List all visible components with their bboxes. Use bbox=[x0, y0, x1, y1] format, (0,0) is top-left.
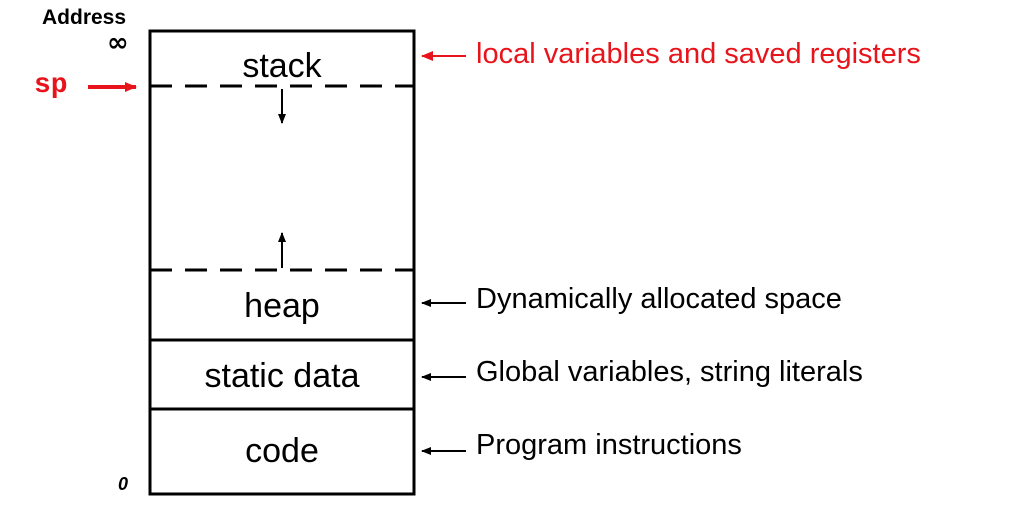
address-top-label: ∞ bbox=[107, 28, 129, 58]
region-label-code: code bbox=[245, 432, 319, 470]
annotation-static-data: Global variables, string literals bbox=[476, 356, 863, 388]
region-label-heap: heap bbox=[244, 287, 320, 325]
memory-box-outline bbox=[148, 29, 416, 496]
address-axis-label: Address bbox=[42, 6, 127, 29]
stack-pointer-label: sp bbox=[34, 70, 68, 101]
region-label-static-data: static data bbox=[204, 357, 360, 395]
annotation-code: Program instructions bbox=[476, 429, 742, 461]
annotation-stack: local variables and saved registers bbox=[476, 38, 921, 70]
region-label-stack: stack bbox=[242, 47, 322, 85]
address-bottom-label: 0 bbox=[118, 474, 129, 494]
annotation-heap: Dynamically allocated space bbox=[476, 283, 842, 315]
